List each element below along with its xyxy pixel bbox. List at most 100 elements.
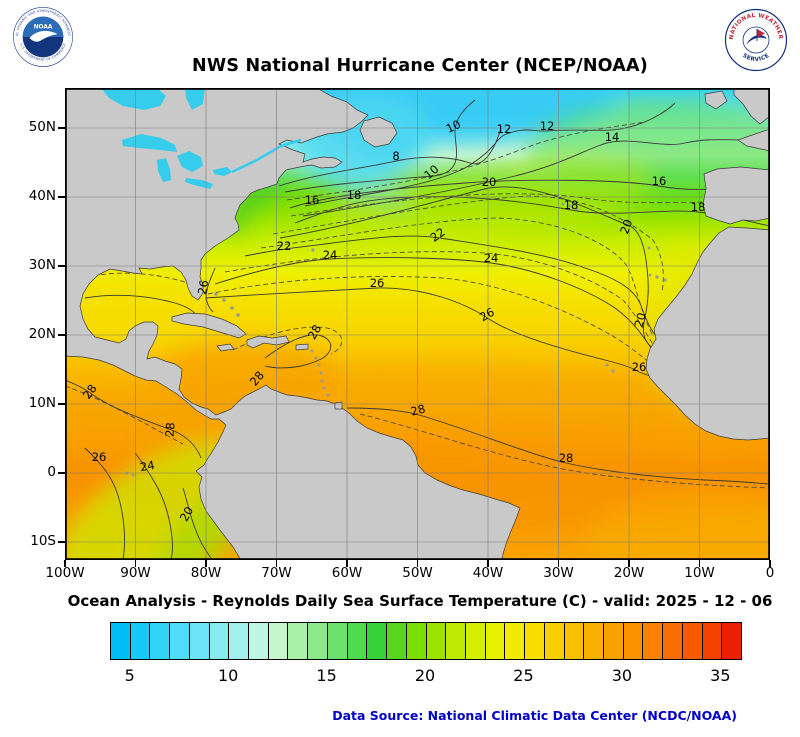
small-islands [125, 202, 667, 477]
y-axis-label: 30N [28, 257, 56, 273]
contour-label: 24 [484, 251, 499, 265]
contour-label: 22 [277, 239, 292, 253]
hudson-bay [101, 88, 166, 110]
colorbar-tick-label: 35 [710, 666, 731, 685]
contour-label: 26 [92, 450, 107, 464]
noaa-logo-icon: NATIONAL OCEANIC AND ATMOSPHERIC ADMINIS… [13, 7, 73, 67]
contour-label: 20 [482, 175, 497, 189]
colorbar-segment [367, 623, 388, 659]
colorbar-segment [643, 623, 664, 659]
colorbar-segment [603, 623, 624, 659]
contour-label: 28 [162, 422, 177, 438]
temperature-colorbar [110, 622, 742, 660]
contour-label: 28 [409, 401, 427, 418]
x-axis-tick [698, 560, 701, 567]
contour-label: 18 [564, 198, 579, 212]
contour-label: 28 [559, 451, 574, 465]
contour-label: 26 [477, 305, 497, 324]
colorbar-segment [150, 623, 171, 659]
colorbar-segment [426, 623, 447, 659]
colorbar-segment [387, 623, 407, 659]
iberia [702, 166, 770, 225]
trinidad [334, 401, 343, 410]
y-axis-tick [58, 403, 65, 405]
colorbar-segment [170, 623, 190, 659]
seagull-icon [29, 30, 58, 42]
colorbar-segment [485, 623, 506, 659]
noaa-logo: NATIONAL OCEANIC AND ATMOSPHERIC ADMINIS… [12, 6, 74, 68]
newfoundland [359, 116, 398, 148]
colorbar-segment [564, 623, 585, 659]
colorbar-segment [505, 623, 526, 659]
colorbar-segment [663, 623, 683, 659]
colorbar-segment [209, 623, 230, 659]
noaa-label: NOAA [34, 24, 53, 30]
x-axis-label: 70W [261, 565, 292, 581]
colorbar-segment [544, 623, 565, 659]
colorbar-segment [525, 623, 545, 659]
y-axis-tick [58, 265, 65, 267]
x-axis-tick [205, 560, 207, 567]
svg-text:SERVICE: SERVICE [741, 53, 770, 63]
x-axis-tick [275, 560, 278, 567]
nws-logo: NATIONAL WEATHER SERVICE [724, 8, 788, 72]
page-title: NWS National Hurricane Center (NCEP/NOAA… [192, 56, 648, 76]
cuba [171, 312, 247, 339]
colorbar-segment [229, 623, 250, 659]
contour-label: 26 [370, 276, 385, 290]
colorbar-segment [249, 623, 269, 659]
x-axis-tick [557, 560, 560, 567]
map-caption: Ocean Analysis - Reynolds Daily Sea Surf… [67, 592, 773, 610]
puerto-rico [295, 343, 309, 351]
contour-label: 20 [617, 217, 635, 236]
x-axis-tick [416, 560, 419, 567]
y-axis-label: 40N [28, 188, 56, 204]
lakes [101, 88, 302, 189]
data-source-note: Data Source: National Climatic Data Cent… [332, 708, 737, 723]
x-axis-label: 20W [613, 565, 645, 581]
x-axis-tick [487, 560, 489, 567]
contour-label: 14 [605, 130, 620, 144]
y-axis-label: 10S [30, 533, 56, 549]
lake-ontario [213, 167, 232, 176]
colorbar-segment [406, 623, 427, 659]
colorbar-tick-label: 5 [124, 666, 135, 685]
contour-label: 18 [691, 200, 706, 214]
cyclone-swirl-icon [746, 35, 767, 45]
contour-label: 26 [632, 360, 647, 374]
x-axis-tick [628, 560, 630, 567]
americas-landmass [65, 88, 521, 560]
x-axis-label: 40W [472, 565, 504, 581]
x-axis-tick [346, 560, 348, 567]
contour-label: 18 [347, 188, 362, 202]
y-axis-label: 20N [28, 326, 56, 342]
jamaica [216, 343, 235, 352]
james-bay [185, 88, 205, 110]
ireland [704, 90, 728, 110]
contour-label: 12 [540, 119, 555, 133]
contour-label: 10 [444, 117, 463, 136]
contour-label: 26 [195, 279, 211, 296]
africa [645, 226, 770, 441]
x-axis-label: 30W [543, 565, 574, 581]
colorbar-segment [584, 623, 604, 659]
colorbar-segment [268, 623, 289, 659]
contour-label: 16 [652, 174, 667, 188]
contour-label: 20 [631, 311, 648, 329]
colorbar-segment [465, 623, 486, 659]
lake-michigan [157, 158, 171, 182]
nws-ring-bottom: SERVICE [741, 53, 770, 63]
contour-label: 24 [323, 248, 338, 262]
colorbar-segment [347, 623, 368, 659]
st-lawrence-river [231, 138, 302, 174]
colorbar-segment [682, 623, 703, 659]
contour-label: 16 [305, 193, 320, 207]
latlon-grid [65, 88, 770, 560]
contour-label: 22 [428, 225, 448, 245]
colorbar-segment [308, 623, 328, 659]
united-kingdom [733, 88, 770, 125]
contour-label: 24 [139, 458, 156, 474]
